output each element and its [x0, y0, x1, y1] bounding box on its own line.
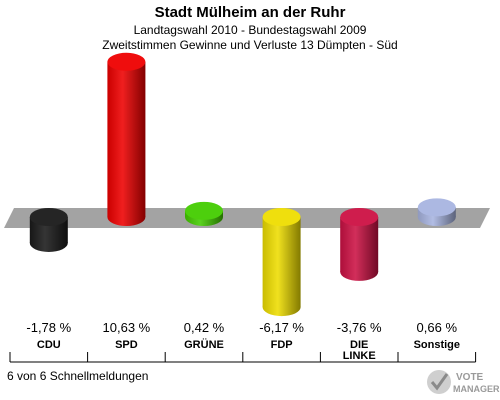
- bar-bottom-cap: [340, 262, 379, 281]
- footer-note: 6 von 6 Schnellmeldungen: [7, 369, 149, 383]
- bar-top-cap: [107, 52, 146, 71]
- bar-grüne: [185, 201, 223, 226]
- bar-top-cap: [262, 208, 301, 226]
- bar-bottom-cap: [262, 298, 301, 317]
- value-label: -1,78 %: [26, 320, 72, 335]
- value-label: -6,17 %: [259, 320, 304, 335]
- category-label: GRÜNE: [184, 339, 224, 351]
- bar-top-cap: [185, 201, 223, 220]
- bar-body: [107, 61, 146, 217]
- category-label: DIE LINKE: [342, 339, 376, 362]
- category-label: Sonstige: [413, 339, 461, 351]
- bar-cdu: [29, 208, 68, 252]
- bar-body: [262, 217, 301, 308]
- bar-top-cap: [29, 208, 68, 226]
- value-label: -3,76 %: [336, 320, 382, 335]
- chart-title: Stadt Mülheim an der Ruhr: [154, 4, 346, 21]
- bar-bottom-cap: [107, 208, 146, 226]
- value-label: 0,66 %: [416, 320, 458, 335]
- zero-baseline-band: [4, 208, 490, 228]
- category-label: FDP: [270, 339, 293, 351]
- votemanager-logo: VOTE MANAGER: [427, 370, 500, 394]
- logo-manager-text: MANAGER: [453, 384, 500, 394]
- value-label: 10,63 %: [102, 320, 151, 335]
- bar-top-cap: [340, 208, 379, 226]
- category-label: SPD: [115, 339, 138, 351]
- checkmark-x-icon: [427, 370, 451, 394]
- chart-subtitle-district: Zweitstimmen Gewinne und Verluste 13 Düm…: [102, 38, 398, 52]
- category-label: CDU: [36, 339, 61, 351]
- value-label: 0,42 %: [183, 320, 225, 335]
- bar-bottom-cap: [29, 233, 68, 252]
- bar-top-cap: [417, 198, 456, 217]
- bar-spd: [107, 52, 146, 226]
- bar-die-linke: [340, 208, 379, 281]
- bar-fdp: [262, 208, 301, 317]
- logo-vote-text: VOTE: [456, 372, 484, 383]
- bar-sonstige: [417, 198, 456, 226]
- bar-body: [340, 217, 379, 272]
- chart-subtitle-elections: Landtagswahl 2010 - Bundestagswahl 2009: [133, 23, 367, 37]
